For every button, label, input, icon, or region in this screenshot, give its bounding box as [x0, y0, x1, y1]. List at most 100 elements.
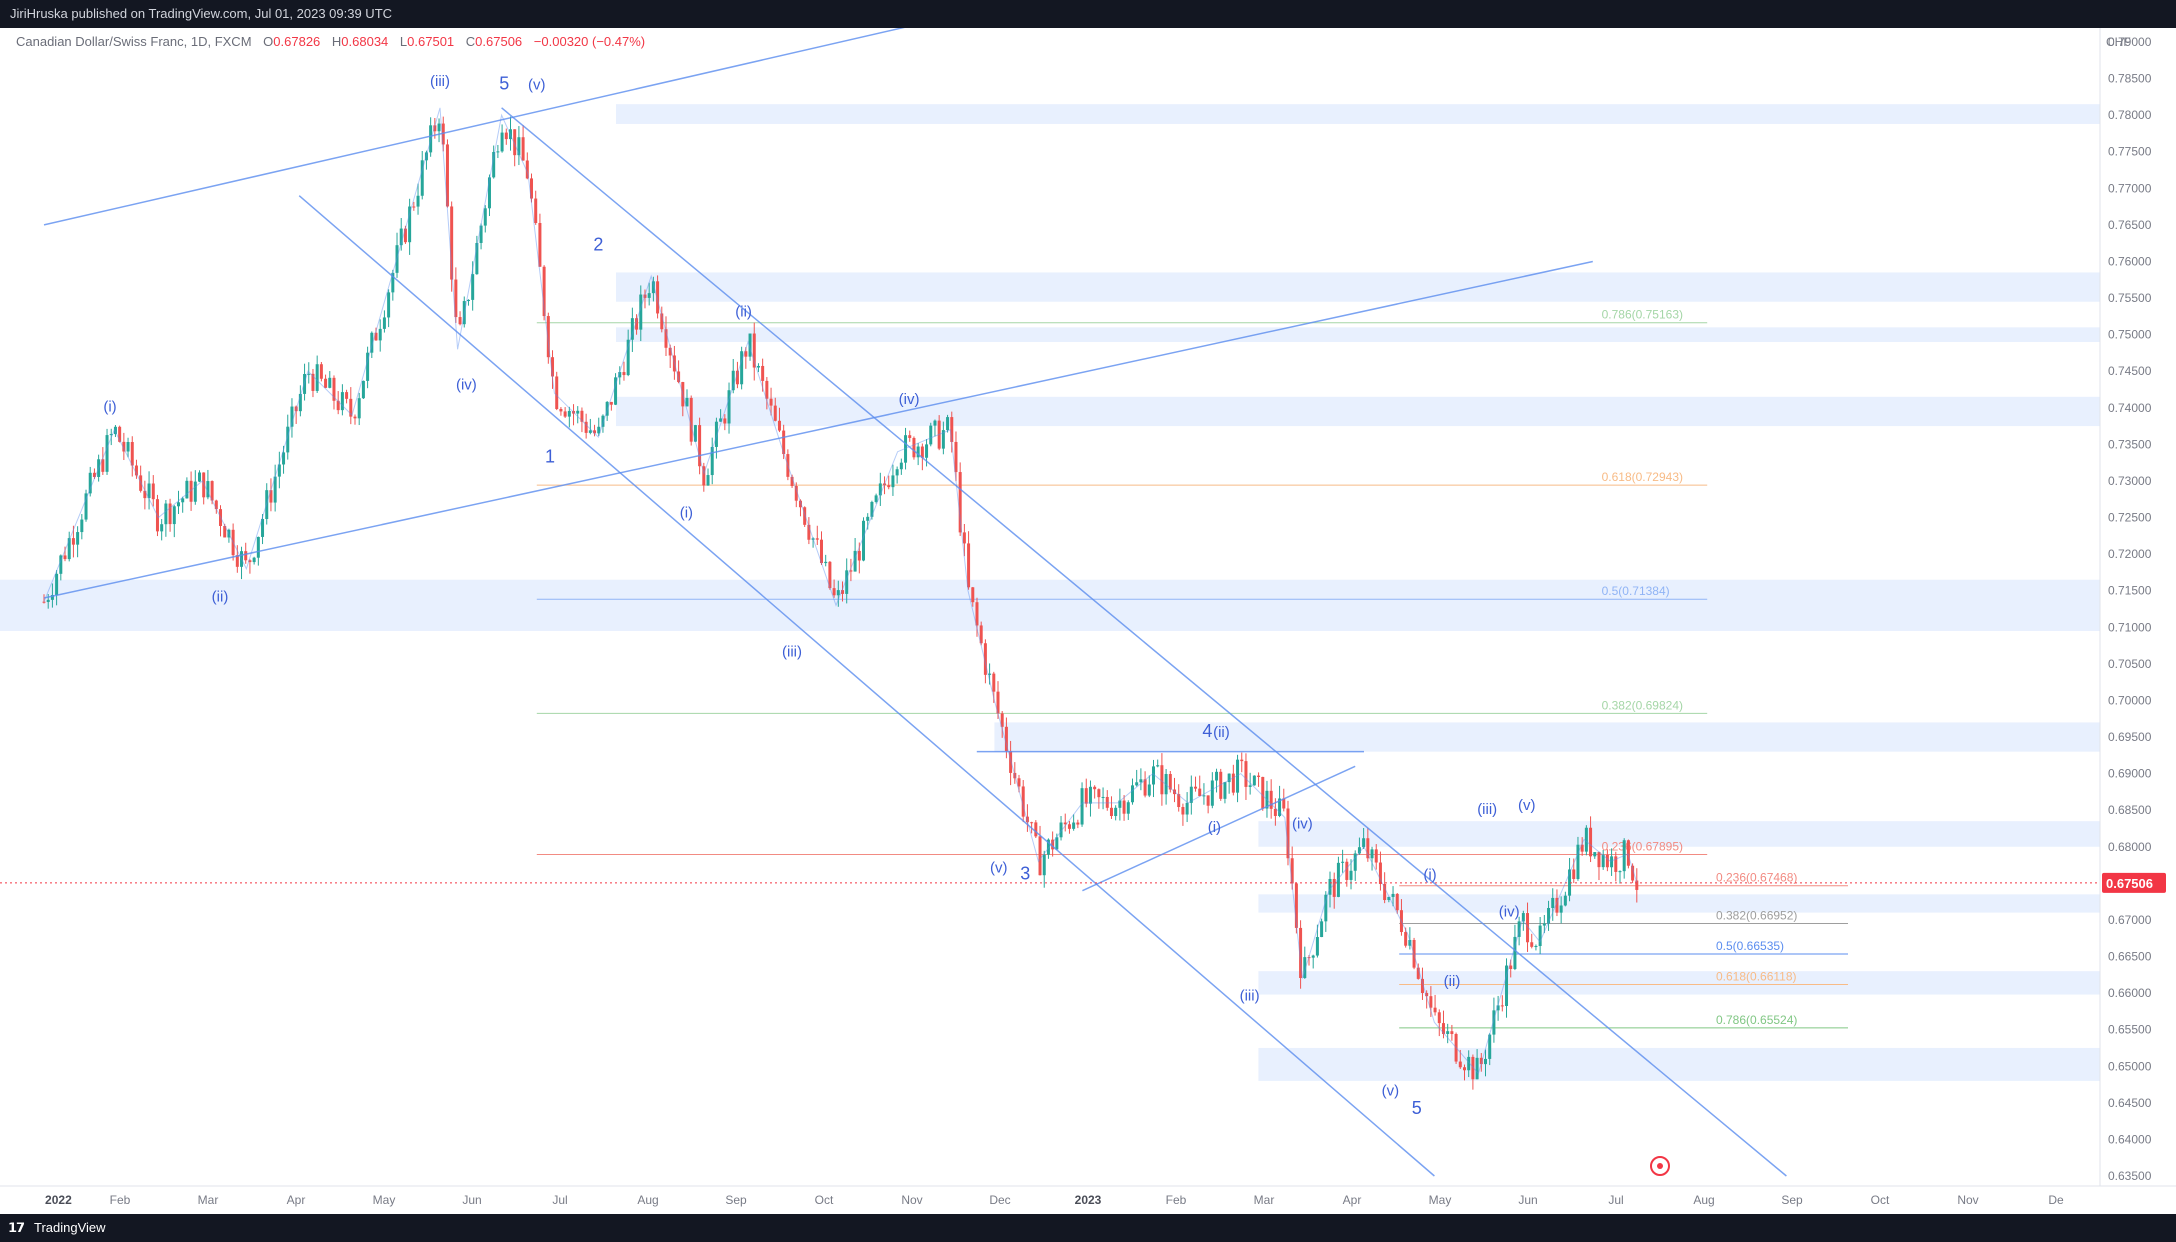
price-tick-label: 0.73500 — [2108, 437, 2152, 451]
candle-body — [1429, 996, 1433, 1008]
candle-body — [1584, 827, 1588, 852]
fib-level-label: 0.786(0.75163) — [1602, 308, 1683, 322]
candle-body — [303, 373, 307, 394]
candle-body — [1378, 862, 1382, 884]
trendline — [1082, 765, 1356, 892]
candle-body — [1013, 772, 1017, 779]
time-tick-label: May — [1429, 1193, 1452, 1207]
candle-body — [1404, 932, 1408, 946]
candle-body — [399, 228, 403, 246]
time-axis[interactable]: 2022 Feb Mar Apr May Jun Jul Aug Sep Oct Nov Dec 202… — [45, 1193, 2064, 1207]
price-tick-label: 0.77500 — [2108, 145, 2152, 159]
candle-body — [1156, 765, 1160, 767]
candle-body — [1185, 802, 1189, 815]
trendlines — [43, 28, 1787, 1177]
candle-body — [1601, 854, 1605, 868]
price-tick-label: 0.68000 — [2108, 840, 2152, 854]
candle-body — [530, 178, 534, 199]
candle-body — [429, 125, 433, 153]
candle-body — [1580, 844, 1584, 852]
candle-body — [76, 532, 80, 545]
candle-body — [895, 469, 899, 476]
wave-label: (i) — [1423, 867, 1436, 884]
candle-body — [975, 602, 979, 626]
candle-body — [126, 442, 130, 452]
wave-label: (iv) — [1499, 903, 1520, 920]
price-tick-label: 0.71000 — [2108, 620, 2152, 634]
candle-body — [387, 292, 391, 318]
time-tick-label: Jul — [552, 1193, 567, 1207]
candle-body — [1475, 1057, 1479, 1080]
candle-body — [891, 475, 895, 488]
price-tick-label: 0.75500 — [2108, 291, 2152, 305]
candle-body — [1610, 856, 1614, 868]
candle-body — [534, 198, 538, 224]
candle-body — [286, 426, 290, 453]
candle-body — [723, 418, 727, 424]
candle-body — [1231, 773, 1235, 793]
price-tick-label: 0.67000 — [2108, 913, 2152, 927]
candle-body — [1311, 955, 1315, 958]
candle-body — [1257, 775, 1261, 777]
candle-body — [1391, 893, 1395, 897]
price-tick-label: 0.72500 — [2108, 511, 2152, 525]
candle-body — [538, 223, 542, 267]
time-tick-label: Feb — [1166, 1193, 1187, 1207]
candle-body — [1303, 957, 1307, 978]
price-tick-label: 0.68500 — [2108, 803, 2152, 817]
candle-body — [668, 347, 672, 356]
candle-body — [555, 376, 559, 410]
candle-body — [946, 417, 950, 431]
candle-body — [1038, 836, 1042, 876]
candle-body — [252, 557, 256, 563]
time-tick-label: Sep — [1781, 1193, 1803, 1207]
wave-label: (v) — [1518, 797, 1536, 814]
candle-body — [1189, 786, 1193, 803]
wave-label: (ii) — [212, 589, 229, 606]
time-tick-label: Sep — [725, 1193, 747, 1207]
candle-body — [1282, 798, 1286, 809]
candle-body — [311, 373, 315, 391]
fib-level-label: 0.786(0.65524) — [1716, 1013, 1797, 1027]
candle-body — [1614, 856, 1618, 872]
resistance-zone — [616, 327, 2100, 342]
price-tick-label: 0.76500 — [2108, 218, 2152, 232]
brand-name: TradingView — [34, 1220, 106, 1235]
candle-body — [769, 398, 773, 406]
time-tick-label: Jun — [462, 1193, 481, 1207]
candle-body — [1105, 796, 1109, 808]
candle-body — [660, 313, 664, 330]
candle-body — [614, 377, 618, 405]
candle-body — [466, 299, 470, 302]
candle-body — [845, 570, 849, 594]
candle-body — [735, 370, 739, 385]
candle-body — [941, 430, 945, 449]
candle-body — [1223, 782, 1227, 799]
candle-body — [744, 351, 748, 357]
candle-body — [1622, 840, 1626, 872]
wave-label: (i) — [680, 505, 693, 522]
candle-body — [1505, 965, 1509, 1007]
price-chart[interactable]: 0.786(0.75163) 0.618(0.72943) 0.5(0.71384)… — [0, 28, 2176, 1214]
candle-body — [786, 454, 790, 477]
candle-body — [601, 415, 605, 427]
candle-body — [433, 125, 437, 132]
candle-body — [899, 462, 903, 470]
candle-body — [1526, 913, 1530, 943]
price-tick-label: 0.78000 — [2108, 108, 2152, 122]
canada-flag-event-icon[interactable] — [1650, 1156, 1670, 1176]
candle-body — [1618, 871, 1622, 873]
wave-label: (iv) — [456, 377, 477, 394]
candle-body — [1547, 907, 1551, 924]
candle-body — [55, 573, 59, 596]
candle-body — [1261, 776, 1265, 809]
candle-body — [672, 355, 676, 372]
price-tick-label: 0.65500 — [2108, 1023, 2152, 1037]
candle-body — [181, 498, 185, 503]
candle-body — [109, 434, 113, 436]
candle-body — [160, 524, 164, 532]
price-tick-label: 0.79000 — [2108, 35, 2152, 49]
symbol-title: Canadian Dollar/Swiss Franc, 1D, FXCM — [16, 34, 252, 49]
candle-body — [1084, 788, 1088, 804]
candle-body — [841, 590, 845, 594]
